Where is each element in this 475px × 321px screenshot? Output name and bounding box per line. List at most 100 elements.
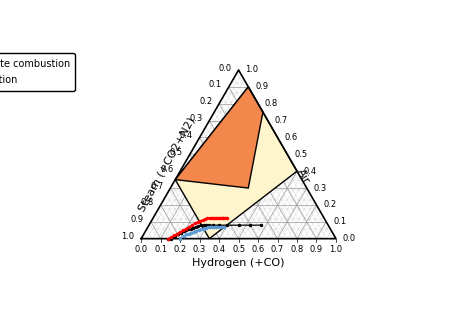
SBO-M.S#7 — [200, 218, 205, 222]
Text: 0.0: 0.0 — [343, 234, 356, 243]
Line: SBO-M.S#7: SBO-M.S#7 — [166, 215, 229, 241]
Text: 0.8: 0.8 — [290, 246, 304, 255]
SBO-M.S#7 — [174, 232, 180, 236]
SBO-M.S#7 — [225, 216, 230, 220]
SBO-M.S#6 — [191, 230, 197, 234]
SBO-M.S#6 — [206, 225, 211, 229]
Text: 0.9: 0.9 — [310, 246, 323, 255]
SBO-BASE — [175, 232, 180, 236]
Text: 0.4: 0.4 — [212, 246, 226, 255]
SBO-M.S#6 — [198, 228, 204, 231]
Text: 1.0: 1.0 — [121, 232, 134, 241]
Text: 0.2: 0.2 — [323, 200, 336, 209]
Text: Steam (+CO2+N2): Steam (+CO2+N2) — [136, 116, 197, 213]
SBO-M.S#7 — [202, 217, 208, 221]
Text: 0.6: 0.6 — [251, 246, 265, 255]
Text: 0.5: 0.5 — [232, 246, 245, 255]
SBO-BASE — [258, 223, 264, 227]
Polygon shape — [175, 87, 263, 188]
Text: 0.1: 0.1 — [154, 246, 167, 255]
SBO-M.S#6 — [215, 225, 221, 229]
SBO-M.S#6 — [209, 225, 215, 229]
SBO-BASE — [172, 234, 178, 238]
SBO-M.S#7 — [218, 216, 224, 220]
SBO-M.S#7 — [183, 227, 189, 230]
SBO-M.S#6 — [196, 228, 201, 232]
SBO-M.S#7 — [186, 225, 192, 229]
Text: 0.3: 0.3 — [314, 184, 327, 193]
SBO-M.S#7 — [209, 216, 215, 220]
SBO-M.S#6 — [193, 229, 199, 233]
SBO-M.S#7 — [205, 216, 210, 220]
SBO-M.S#6 — [203, 226, 209, 230]
Text: 0.7: 0.7 — [271, 246, 284, 255]
Text: 0.1: 0.1 — [209, 80, 222, 89]
Text: 0.2: 0.2 — [173, 246, 187, 255]
SBO-BASE — [207, 223, 212, 227]
SBO-M.S#7 — [220, 216, 226, 220]
SBO-M.S#6 — [186, 232, 192, 236]
Text: 0.7: 0.7 — [150, 182, 163, 191]
SBO-M.S#7 — [169, 235, 174, 239]
SBO-M.S#6 — [213, 225, 219, 229]
SBO-M.S#7 — [189, 223, 195, 227]
SBO-M.S#6 — [211, 225, 217, 229]
SBO-BASE — [200, 223, 206, 227]
SBO-BASE — [169, 237, 174, 240]
SBO-M.S#7 — [180, 228, 186, 232]
SBO-M.S#7 — [177, 230, 183, 234]
Text: 0.8: 0.8 — [265, 99, 278, 108]
Text: 0.1: 0.1 — [333, 217, 346, 226]
Text: 0.6: 0.6 — [285, 133, 298, 142]
SBO-M.S#7 — [211, 216, 217, 220]
Text: Hydrogen (+CO): Hydrogen (+CO) — [192, 258, 285, 268]
SBO-BASE — [224, 223, 230, 227]
SBO-M.S#6 — [184, 232, 190, 236]
SBO-M.S#7 — [197, 219, 203, 223]
Text: 0.6: 0.6 — [160, 165, 173, 174]
SBO-BASE — [188, 227, 194, 230]
Text: 0.9: 0.9 — [131, 215, 144, 224]
SBO-BASE — [183, 228, 189, 232]
SBO-BASE — [186, 228, 191, 231]
Text: 0.0: 0.0 — [218, 64, 232, 73]
Text: 0.2: 0.2 — [199, 97, 212, 106]
Text: Air: Air — [295, 167, 311, 186]
Text: 0.3: 0.3 — [189, 114, 202, 123]
SBO-BASE — [180, 229, 186, 233]
Text: 0.8: 0.8 — [141, 198, 154, 207]
SBO-BASE — [178, 231, 183, 235]
SBO-M.S#7 — [223, 216, 228, 220]
SBO-M.S#7 — [215, 216, 220, 220]
SBO-M.S#6 — [200, 227, 206, 230]
SBO-M.S#7 — [192, 221, 198, 225]
SBO-BASE — [166, 237, 171, 240]
SBO-M.S#7 — [166, 237, 171, 240]
SBO-M.S#6 — [189, 231, 194, 235]
SBO-M.S#6 — [208, 225, 213, 229]
Polygon shape — [175, 87, 297, 239]
SBO-M.S#6 — [221, 225, 227, 229]
SBO-M.S#6 — [177, 237, 183, 240]
Text: 1.0: 1.0 — [246, 65, 258, 74]
SBO-M.S#7 — [207, 216, 213, 220]
SBO-BASE — [190, 226, 196, 230]
SBO-BASE — [193, 225, 199, 229]
SBO-BASE — [236, 223, 241, 227]
SBO-BASE — [216, 223, 222, 227]
SBO-BASE — [210, 223, 216, 227]
SBO-M.S#7 — [171, 233, 177, 237]
SBO-BASE — [247, 223, 253, 227]
SBO-M.S#6 — [180, 234, 186, 238]
SBO-M.S#7 — [217, 216, 222, 220]
Text: 0.5: 0.5 — [170, 148, 183, 157]
SBO-BASE — [198, 223, 203, 227]
SBO-M.S#7 — [213, 216, 219, 220]
Text: 0.4: 0.4 — [304, 167, 317, 176]
Text: 0.7: 0.7 — [275, 116, 288, 125]
Polygon shape — [141, 70, 336, 239]
Text: 0.3: 0.3 — [193, 246, 206, 255]
Text: 0.9: 0.9 — [255, 82, 268, 91]
SBO-BASE — [204, 223, 209, 227]
SBO-M.S#6 — [218, 225, 224, 229]
